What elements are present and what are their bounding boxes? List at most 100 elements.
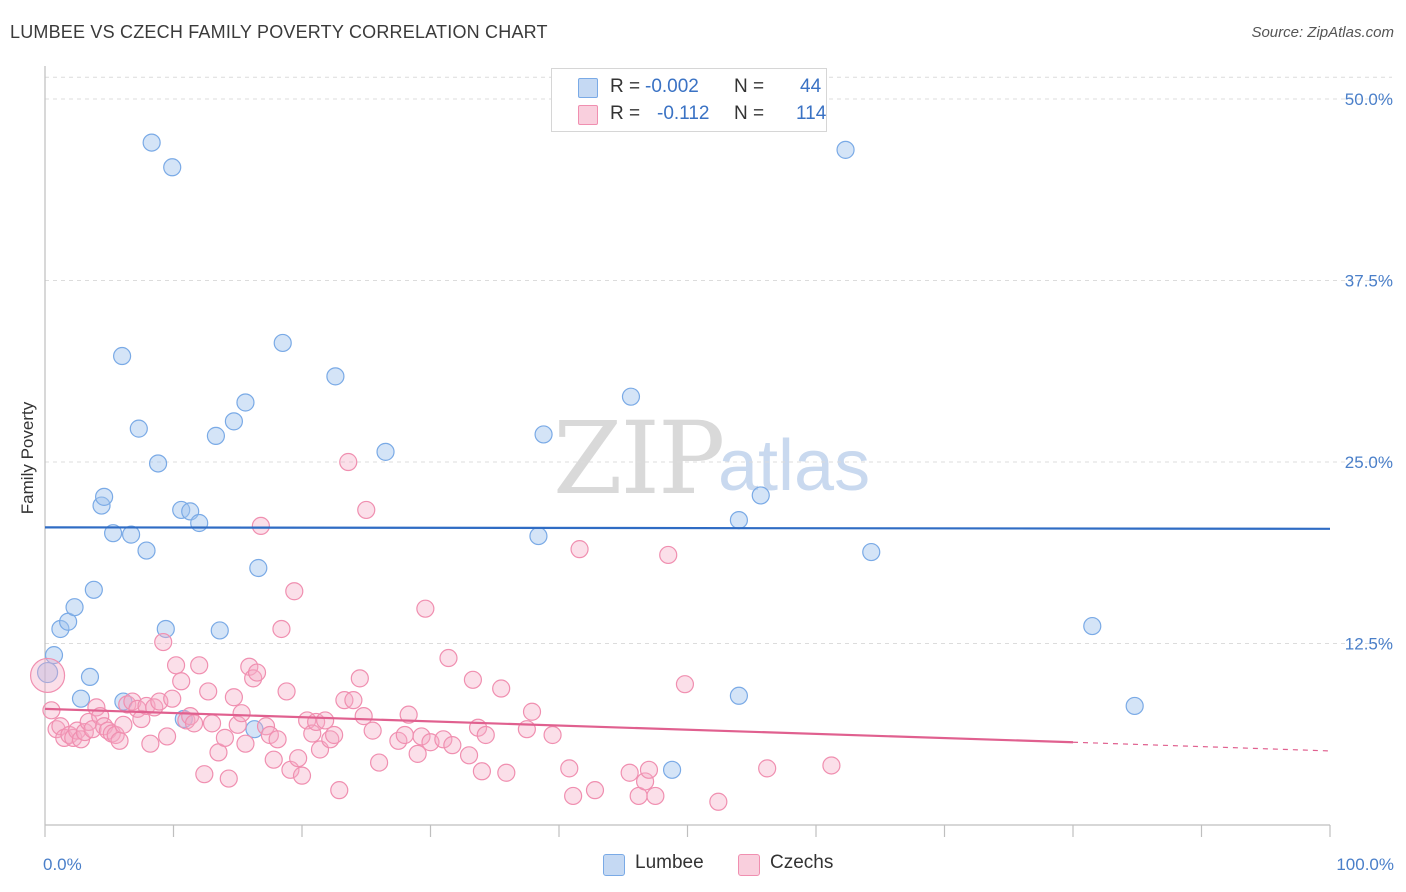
data-point — [709, 792, 728, 811]
data-point — [350, 669, 369, 688]
data-point — [285, 582, 304, 601]
data-point — [184, 714, 204, 733]
legend-swatch-lumbee — [578, 78, 598, 98]
trend-line-lumbee — [44, 526, 1331, 530]
data-point — [570, 540, 589, 559]
data-point — [399, 705, 418, 724]
data-point — [729, 510, 749, 530]
source-credit: Source: ZipAtlas.com — [1251, 24, 1394, 41]
data-point — [476, 725, 495, 745]
data-point — [459, 746, 479, 765]
data-point — [272, 619, 291, 639]
data-point — [560, 759, 579, 778]
y-tick-label: 25.0% — [1345, 453, 1393, 472]
watermark-atlas: atlas — [718, 426, 871, 506]
data-point — [154, 632, 173, 652]
x-tick-label: 0.0% — [43, 855, 82, 874]
data-point — [822, 756, 841, 775]
data-point — [675, 675, 695, 694]
data-point — [249, 558, 268, 578]
data-point — [729, 686, 749, 705]
data-point — [370, 753, 389, 772]
data-point — [95, 487, 114, 506]
data-point — [172, 672, 191, 691]
data-point — [148, 454, 168, 473]
data-point — [751, 486, 770, 505]
legend-n-value: 114 — [796, 103, 827, 124]
data-point — [121, 525, 141, 544]
series-czechs — [29, 452, 841, 811]
legend-r-value: -0.112 — [657, 103, 710, 124]
data-point — [247, 663, 267, 682]
data-point — [51, 619, 70, 639]
trend-lines — [44, 526, 1331, 752]
data-point — [80, 667, 100, 687]
data-point — [166, 656, 186, 675]
correlation-legend: R = -0.002 N = 44 R = -0.112 N = 114 — [551, 68, 827, 132]
data-point — [344, 691, 363, 710]
y-tick-label: 37.5% — [1345, 272, 1393, 291]
data-point — [289, 749, 308, 768]
data-point — [215, 728, 234, 747]
legend-n-value: 44 — [800, 76, 822, 97]
data-point — [118, 695, 137, 714]
axes — [44, 66, 1331, 837]
data-point — [620, 763, 639, 782]
legend-n-label: N = — [734, 76, 765, 97]
data-point — [303, 724, 322, 743]
data-point — [219, 769, 238, 788]
data-point — [439, 648, 458, 668]
data-point — [472, 762, 491, 781]
trend-line-czechs — [44, 707, 1074, 744]
legend-label-czechs: Czechs — [770, 852, 834, 873]
data-point — [543, 725, 562, 745]
x-tick-label: 100.0% — [1336, 855, 1394, 874]
data-point — [202, 714, 222, 733]
data-point — [206, 426, 226, 445]
data-point — [443, 736, 462, 755]
legend-swatch-lumbee — [603, 854, 625, 876]
chart-title: LUMBEE VS CZECH FAMILY POVERTY CORRELATI… — [10, 22, 548, 42]
data-point — [463, 670, 483, 689]
data-point — [357, 500, 376, 520]
data-point — [639, 760, 659, 779]
data-point — [339, 452, 358, 472]
legend-swatch-czechs — [738, 854, 760, 876]
data-point — [326, 367, 345, 386]
data-point — [363, 721, 382, 740]
data-point — [416, 599, 435, 618]
data-point — [163, 689, 182, 708]
legend-swatch-czechs — [578, 105, 598, 125]
data-point — [534, 425, 553, 444]
data-point — [836, 140, 855, 159]
legend-label-lumbee: Lumbee — [635, 852, 704, 873]
data-point — [190, 513, 209, 533]
legend-r-label: R = — [610, 103, 641, 124]
data-point — [330, 781, 349, 800]
data-point — [224, 412, 243, 431]
data-point — [112, 346, 132, 366]
data-point — [325, 725, 344, 745]
data-point — [172, 500, 191, 520]
data-point — [142, 133, 161, 152]
data-point — [395, 725, 414, 745]
data-point — [492, 679, 511, 698]
data-point — [71, 689, 91, 708]
data-point — [862, 542, 881, 562]
data-point — [646, 786, 665, 806]
data-point — [277, 682, 296, 701]
data-point — [36, 661, 59, 684]
data-point — [659, 545, 678, 565]
data-point — [522, 702, 542, 721]
series-lumbee — [36, 133, 1144, 779]
data-point — [264, 750, 283, 769]
data-point — [408, 744, 427, 763]
data-point — [232, 704, 251, 723]
y-tick-label: 50.0% — [1345, 90, 1393, 109]
trend-line-czechs-extension — [1072, 741, 1331, 752]
data-point — [497, 763, 516, 782]
data-point — [44, 646, 64, 665]
data-point — [585, 781, 605, 800]
data-point — [199, 682, 218, 701]
